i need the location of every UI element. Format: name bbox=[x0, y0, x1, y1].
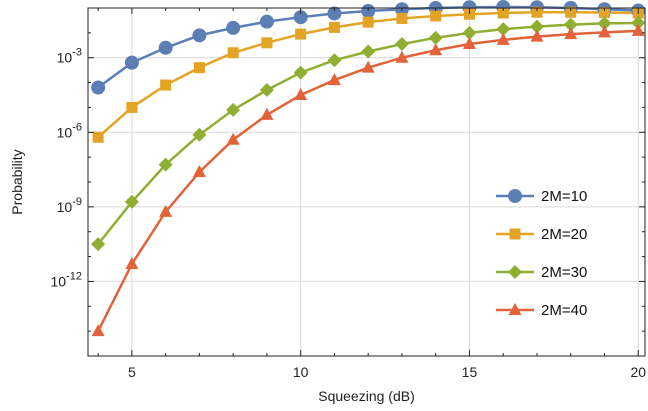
x-tick-label: 5 bbox=[128, 364, 136, 380]
data-point bbox=[395, 50, 409, 63]
data-markers bbox=[91, 0, 646, 337]
data-point bbox=[227, 47, 239, 59]
x-tick-label: 15 bbox=[462, 364, 478, 380]
data-point bbox=[92, 131, 104, 143]
series-line bbox=[97, 29, 639, 332]
data-point bbox=[91, 237, 106, 252]
legend-label: 2M=30 bbox=[541, 264, 587, 281]
data-point bbox=[496, 22, 511, 37]
data-point bbox=[261, 37, 273, 49]
legend-marker bbox=[508, 189, 522, 203]
x-tick-label: 10 bbox=[293, 364, 309, 380]
data-point bbox=[327, 53, 342, 68]
data-point bbox=[193, 62, 205, 74]
data-point bbox=[429, 43, 443, 56]
data-point bbox=[430, 10, 442, 22]
data-point bbox=[530, 29, 544, 42]
data-point bbox=[531, 6, 543, 18]
legend-marker bbox=[508, 303, 522, 315]
data-point bbox=[160, 79, 172, 91]
data-point bbox=[226, 20, 241, 35]
data-point bbox=[396, 12, 408, 24]
data-point bbox=[597, 16, 612, 31]
data-point bbox=[327, 73, 341, 86]
data-point bbox=[529, 19, 544, 34]
data-point bbox=[91, 324, 105, 337]
data-point bbox=[192, 165, 206, 178]
data-point bbox=[293, 10, 308, 25]
legend-item: 2M=10 bbox=[496, 188, 587, 205]
data-point bbox=[327, 6, 342, 21]
data-point bbox=[293, 65, 308, 80]
x-tick-label: 20 bbox=[630, 364, 646, 380]
data-point bbox=[361, 44, 376, 59]
data-point bbox=[159, 204, 173, 217]
legend-item: 2M=20 bbox=[496, 226, 587, 243]
legend-item: 2M=40 bbox=[496, 302, 587, 319]
data-point bbox=[260, 107, 274, 120]
y-axis-ticks: 10-3 10-6 10-9 10-12 bbox=[51, 7, 645, 357]
data-point bbox=[631, 23, 645, 36]
data-point bbox=[428, 30, 443, 45]
legend-marker bbox=[508, 265, 522, 279]
data-point bbox=[91, 80, 106, 95]
data-point bbox=[497, 7, 509, 19]
data-point bbox=[192, 127, 207, 142]
data-point bbox=[259, 83, 274, 98]
data-point bbox=[124, 194, 139, 209]
data-point bbox=[294, 88, 308, 100]
data-point bbox=[158, 40, 173, 55]
data-point bbox=[598, 6, 610, 18]
data-point bbox=[328, 21, 340, 33]
data-point bbox=[597, 25, 611, 38]
data-point bbox=[564, 27, 578, 40]
data-point bbox=[462, 37, 476, 50]
x-axis-label: Squeezing (dB) bbox=[318, 388, 415, 404]
series-line bbox=[97, 10, 639, 139]
legend-label: 2M=40 bbox=[541, 302, 587, 319]
data-point bbox=[126, 101, 138, 113]
legend-item: 2M=30 bbox=[496, 264, 587, 281]
y-tick-label: 10-12 bbox=[51, 270, 82, 289]
data-point bbox=[226, 132, 240, 145]
legend-marker bbox=[509, 228, 521, 240]
data-point bbox=[361, 60, 375, 73]
y-axis-label: Probability bbox=[9, 149, 25, 214]
data-point bbox=[394, 37, 409, 52]
data-point bbox=[125, 257, 139, 270]
data-point bbox=[565, 6, 577, 18]
y-tick-label: 10-3 bbox=[57, 47, 82, 66]
data-point bbox=[563, 17, 578, 32]
y-tick-label: 10-6 bbox=[57, 121, 82, 140]
data-point bbox=[631, 15, 646, 30]
data-point bbox=[192, 28, 207, 43]
legend-label: 2M=20 bbox=[541, 226, 587, 243]
y-tick-label: 10-9 bbox=[57, 196, 82, 215]
x-axis-ticks: 5 10 15 20 bbox=[97, 8, 646, 380]
data-point bbox=[124, 55, 139, 70]
data-point bbox=[462, 25, 477, 40]
data-point bbox=[496, 32, 510, 45]
data-point bbox=[463, 8, 475, 20]
data-point bbox=[158, 157, 173, 172]
data-point bbox=[295, 28, 307, 40]
data-point bbox=[259, 14, 274, 29]
data-point bbox=[226, 102, 241, 117]
legend: 2M=10 2M=20 2M=30 2M=40 bbox=[496, 188, 587, 319]
legend-label: 2M=10 bbox=[541, 188, 587, 205]
data-point bbox=[362, 16, 374, 28]
